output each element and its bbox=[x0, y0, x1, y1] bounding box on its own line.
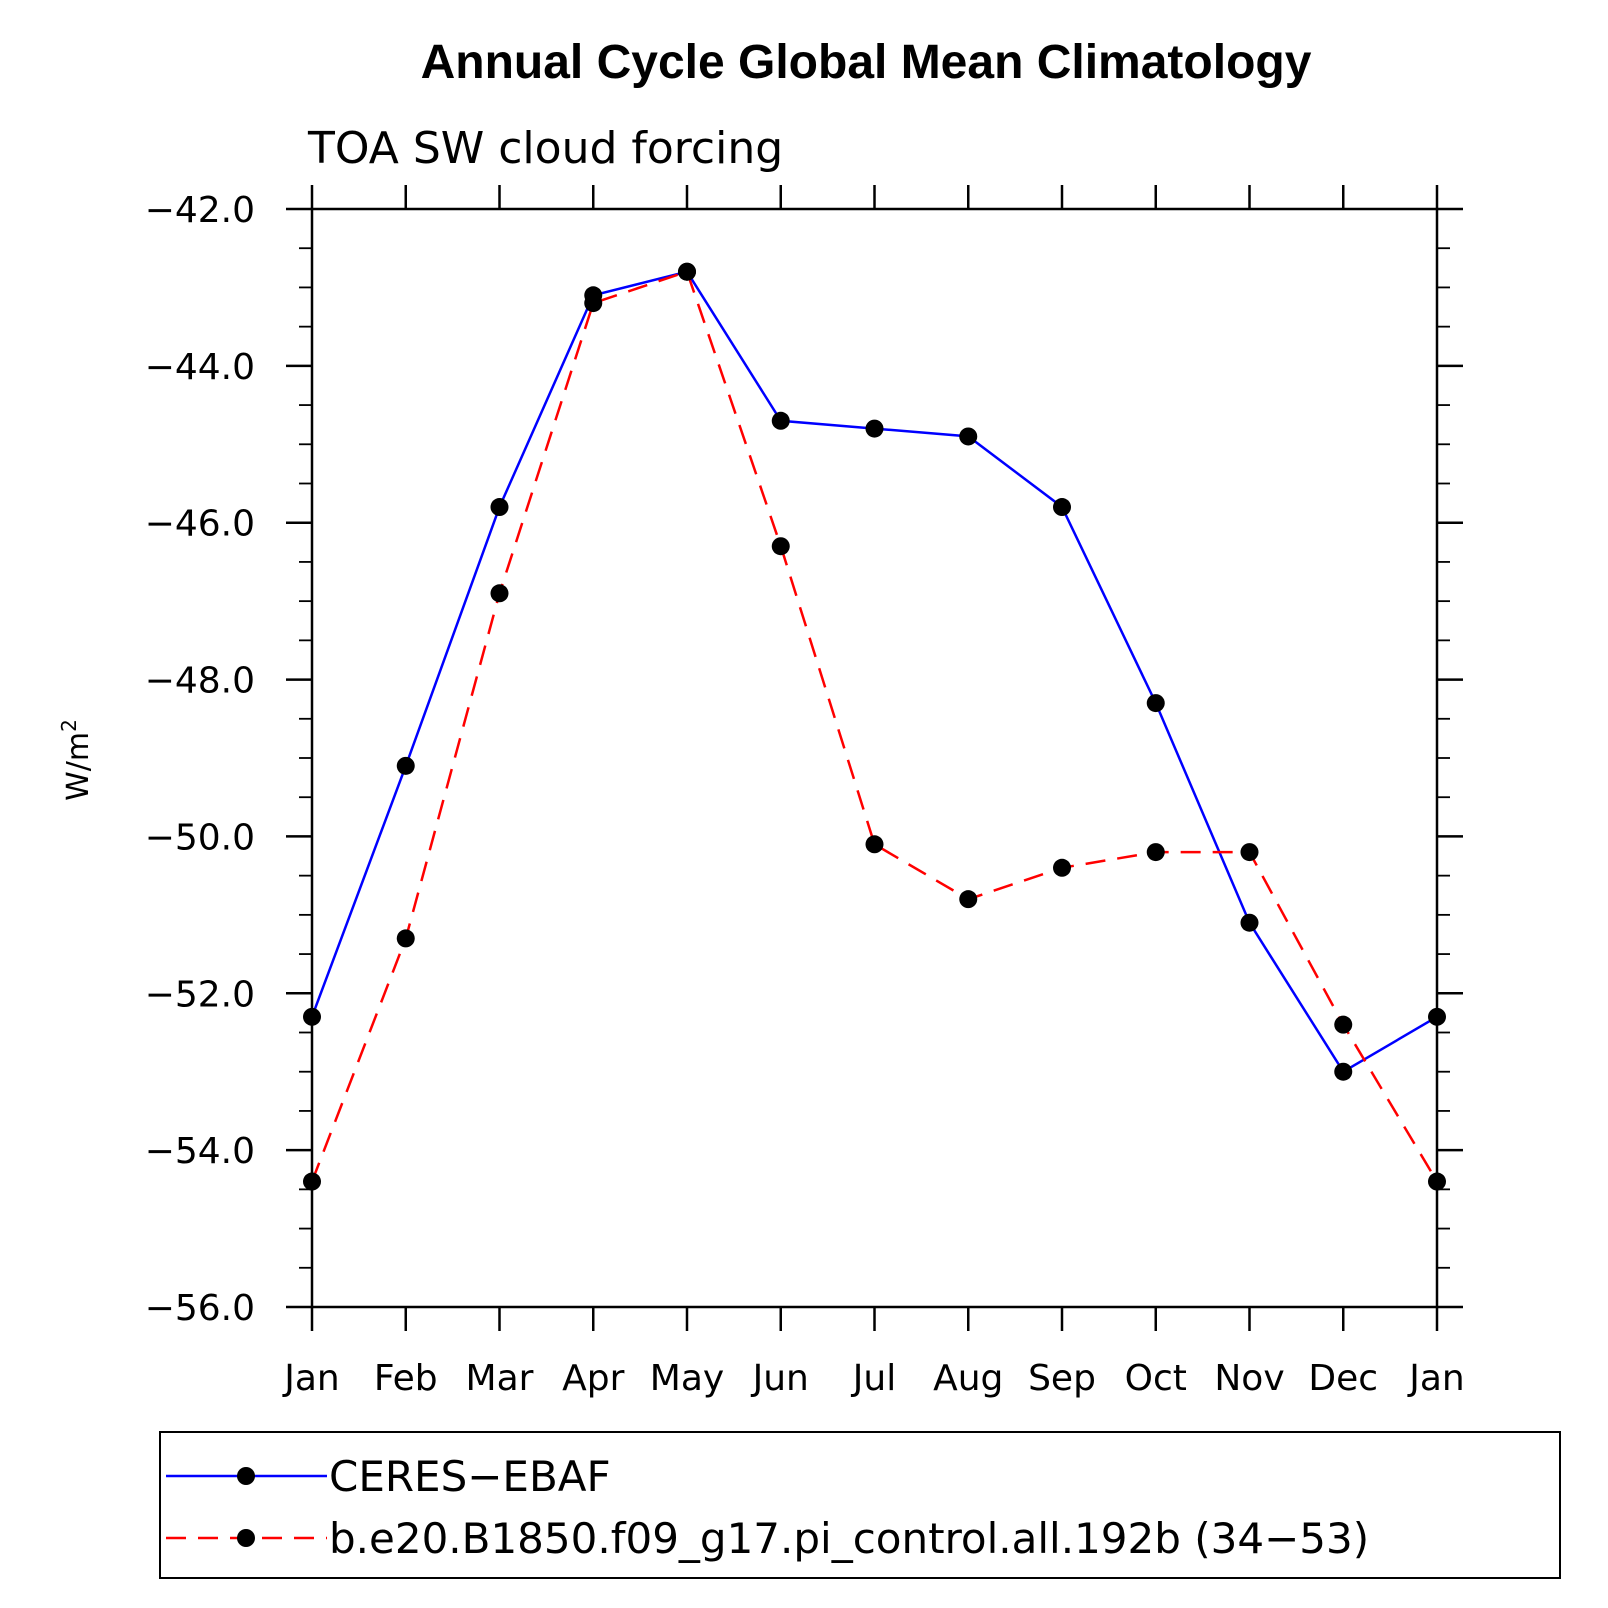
y-tick-label: −46.0 bbox=[145, 504, 255, 545]
series-1-point bbox=[1146, 694, 1165, 713]
legend-marker-1 bbox=[237, 1467, 255, 1485]
series-1-point bbox=[865, 419, 884, 438]
series-line-1 bbox=[310, 270, 1438, 1074]
x-tick-label: Apr bbox=[562, 1358, 624, 1399]
x-tick-label: Aug bbox=[933, 1358, 1003, 1399]
y-tick-label: −42.0 bbox=[145, 190, 255, 231]
series-2-point bbox=[959, 890, 978, 909]
x-tick-label: Jul bbox=[851, 1358, 896, 1399]
series-layer bbox=[303, 262, 1446, 1191]
y-axis-label-text: W/m bbox=[61, 732, 96, 801]
x-tick-label: Jun bbox=[751, 1358, 809, 1399]
y-tick-label: −54.0 bbox=[145, 1131, 255, 1172]
x-tick-label: May bbox=[650, 1358, 724, 1399]
series-1-point bbox=[396, 756, 415, 775]
y-tick-label: −44.0 bbox=[145, 347, 255, 388]
series-1-point bbox=[1334, 1062, 1353, 1081]
axis-ticks: Jan Feb Mar Apr May Jun Jul Aug Sep Oct Nov Dec Jan−… bbox=[145, 185, 1465, 1399]
series-1-point bbox=[1428, 1007, 1446, 1026]
x-tick-label: Nov bbox=[1214, 1358, 1284, 1399]
legend-marker-2 bbox=[237, 1529, 255, 1547]
series-2-point bbox=[865, 835, 884, 854]
svg-text:W/m2: W/m2 bbox=[57, 719, 96, 801]
series-2-point bbox=[1053, 858, 1071, 877]
series-2-point bbox=[1146, 843, 1165, 862]
series-1-point bbox=[771, 411, 790, 430]
plot-frame bbox=[310, 207, 1439, 1309]
y-axis-label: W/m2 bbox=[57, 719, 96, 801]
x-tick-label: Jan bbox=[282, 1358, 340, 1399]
series-2-point bbox=[1428, 1172, 1446, 1191]
chart-subtitle: TOA SW cloud forcing bbox=[307, 123, 783, 174]
series-2-point bbox=[771, 537, 790, 556]
series-1-point bbox=[1240, 913, 1259, 932]
y-tick-label: −50.0 bbox=[145, 817, 255, 858]
series-line-2 bbox=[310, 270, 1439, 1183]
series-2-point bbox=[303, 1172, 321, 1191]
x-tick-label: Jan bbox=[1407, 1358, 1465, 1399]
chart-title: Annual Cycle Global Mean Climatology bbox=[421, 36, 1312, 89]
series-2-point bbox=[584, 294, 603, 313]
x-tick-label: Oct bbox=[1125, 1358, 1187, 1399]
legend-box bbox=[159, 1431, 1561, 1579]
series-2-point bbox=[490, 584, 509, 603]
series-2-point bbox=[1240, 843, 1259, 862]
y-tick-label: −48.0 bbox=[145, 661, 255, 702]
x-tick-label: Mar bbox=[466, 1358, 534, 1399]
legend-label-2: b.e20.B1850.f09_g17.pi_control.all.192b … bbox=[329, 1514, 1369, 1563]
y-axis-label-superscript: 2 bbox=[57, 719, 81, 732]
series-2-point bbox=[1334, 1015, 1353, 1034]
series-1-point bbox=[490, 498, 509, 517]
legend: CERES−EBAF b.e20.B1850.f09_g17.pi_control… bbox=[159, 1431, 1561, 1579]
series-2-point bbox=[678, 262, 696, 281]
y-tick-label: −56.0 bbox=[145, 1288, 255, 1329]
x-tick-label: Sep bbox=[1028, 1358, 1096, 1399]
x-tick-label: Feb bbox=[374, 1358, 438, 1399]
legend-label-1: CERES−EBAF bbox=[329, 1452, 611, 1501]
series-1-point bbox=[303, 1007, 321, 1026]
x-tick-label: Dec bbox=[1308, 1358, 1378, 1399]
series-2-point bbox=[396, 929, 415, 948]
plot-axes bbox=[310, 207, 1439, 1309]
series-1-point bbox=[1053, 498, 1071, 517]
series-1-point bbox=[959, 427, 978, 446]
y-tick-label: −52.0 bbox=[145, 974, 255, 1015]
